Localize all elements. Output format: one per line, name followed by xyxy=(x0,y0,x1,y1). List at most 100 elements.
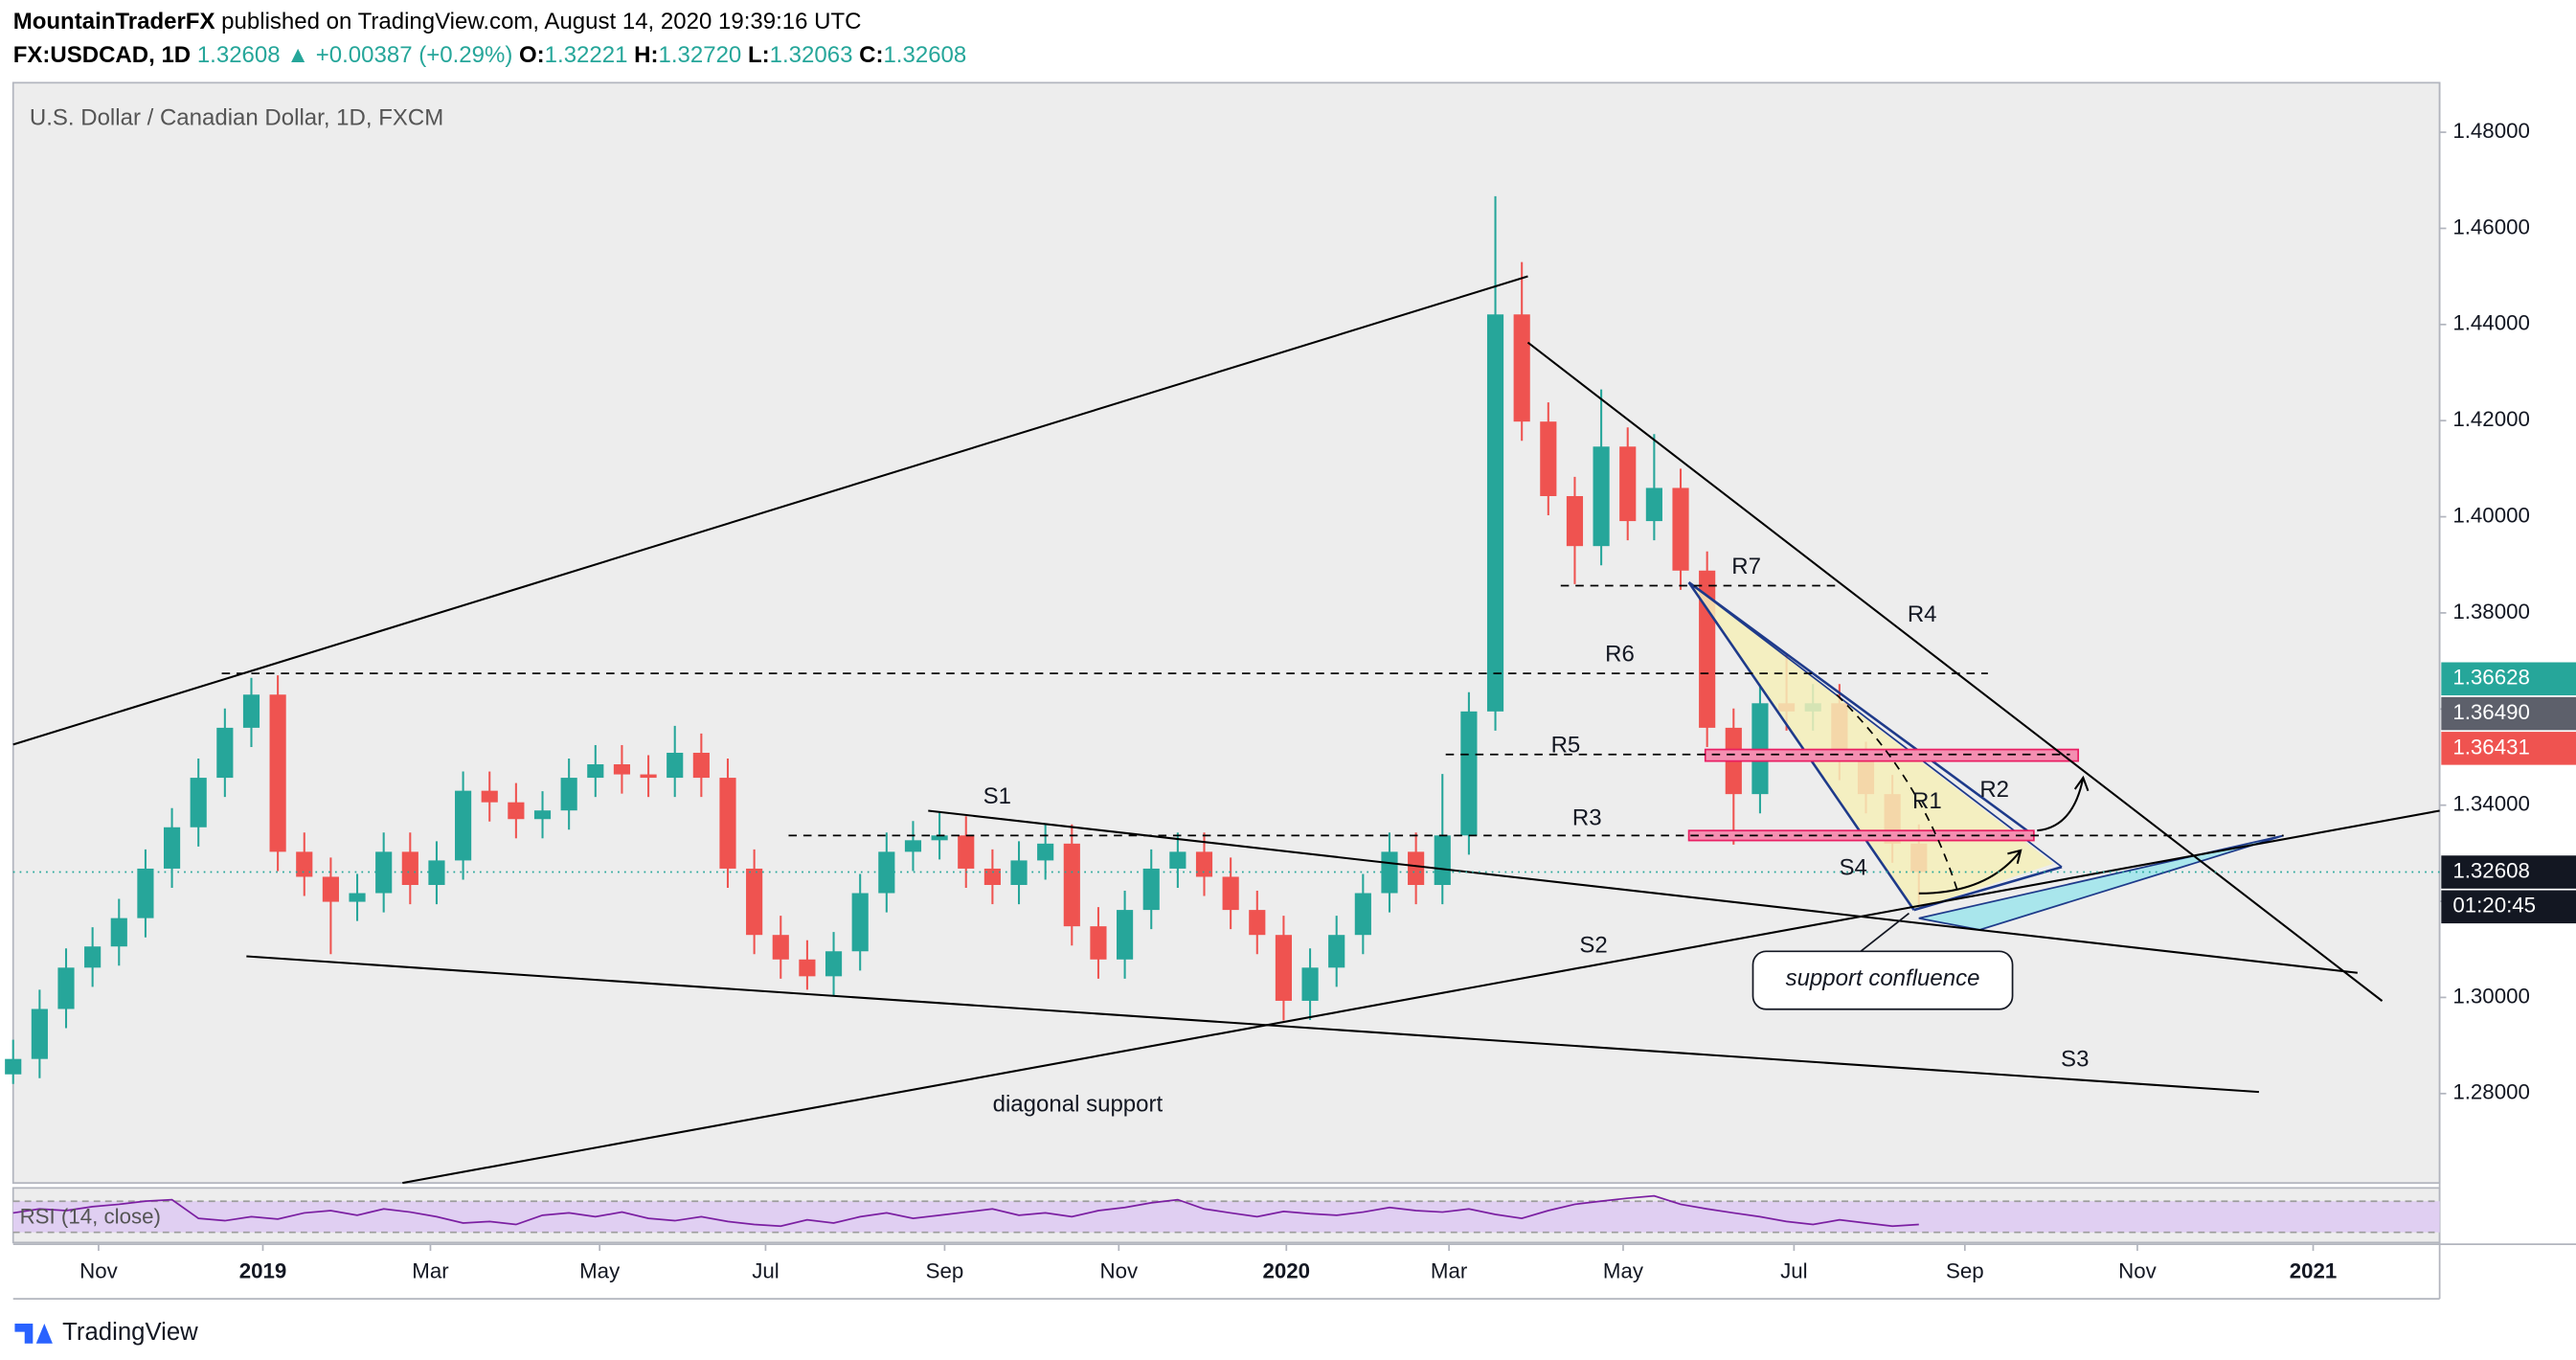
candle-body xyxy=(825,951,843,977)
l-label: L: xyxy=(748,42,770,68)
annotation: diagonal support xyxy=(993,1091,1164,1117)
price-badge-label: 1.36628 xyxy=(2452,666,2530,690)
header-line-1: MountainTraderFX published on TradingVie… xyxy=(13,9,862,34)
candle-body xyxy=(1672,487,1689,571)
candle-body xyxy=(1195,851,1213,877)
annotation: S1 xyxy=(983,783,1011,809)
candle-body xyxy=(1354,893,1371,936)
candle-body xyxy=(1566,495,1584,547)
candle-body xyxy=(613,764,631,775)
trendline-upper xyxy=(12,275,1528,746)
candle-body xyxy=(242,694,260,728)
candle-body xyxy=(904,840,922,852)
header-line-2: FX:USDCAD, 1D 1.32608 ▲ +0.00387 (+0.29%… xyxy=(13,42,967,68)
y-tick-label: 1.44000 xyxy=(2452,311,2530,335)
candle-body xyxy=(322,876,339,902)
candle-body xyxy=(1486,314,1504,712)
candle-body xyxy=(31,1009,48,1059)
chart-title: U.S. Dollar / Canadian Dollar, 1D, FXCM xyxy=(30,105,443,131)
candle-body xyxy=(269,694,286,852)
plot-area xyxy=(11,81,2441,1185)
candle-body xyxy=(1408,851,1425,885)
candle-body xyxy=(1593,446,1610,547)
candle-body xyxy=(137,868,154,918)
y-tick-label: 1.38000 xyxy=(2452,600,2530,623)
candle-body xyxy=(799,959,816,977)
y-tick-label: 1.46000 xyxy=(2452,215,2530,238)
candle-body xyxy=(455,790,472,861)
c: 1.32608 xyxy=(883,42,966,68)
price-badge xyxy=(2441,732,2576,765)
candle-body xyxy=(1142,868,1160,911)
o-label: O: xyxy=(519,42,545,68)
price-badge xyxy=(2441,855,2576,889)
annotation: R2 xyxy=(1979,777,2009,803)
candle-body xyxy=(1117,910,1134,960)
arrow-1 xyxy=(1918,849,2022,895)
candle-body xyxy=(1063,843,1080,927)
price-badge-label: 1.36490 xyxy=(2452,700,2530,724)
y-tick-label: 1.40000 xyxy=(2452,503,2530,527)
candle-body xyxy=(1090,926,1107,960)
candle-body xyxy=(878,851,895,894)
candle-body xyxy=(481,790,498,803)
candle-body xyxy=(692,752,710,779)
x-tick-label: Nov xyxy=(1099,1258,1138,1282)
y-tick-label: 1.42000 xyxy=(2452,407,2530,431)
candle-body xyxy=(296,851,313,877)
candle-body xyxy=(1460,711,1478,836)
x-tick-label: May xyxy=(1603,1258,1644,1282)
candle-body xyxy=(428,860,445,885)
candle-body xyxy=(1619,446,1637,522)
candle-body xyxy=(1301,967,1319,1001)
candle-body xyxy=(1275,935,1293,1001)
candle-body xyxy=(216,727,234,779)
x-tick-label: 2021 xyxy=(2290,1258,2338,1282)
y-tick-label: 1.28000 xyxy=(2452,1080,2530,1104)
candle-body xyxy=(746,868,763,936)
published: published on TradingView.com, August 14,… xyxy=(221,9,861,34)
annotation: S2 xyxy=(1579,932,1607,958)
x-tick-label: 2019 xyxy=(239,1258,287,1282)
candle-body xyxy=(349,893,366,902)
brand: TradingView xyxy=(62,1319,198,1346)
candle-body xyxy=(163,827,181,869)
candle-body xyxy=(1434,835,1451,885)
candle-body xyxy=(375,851,393,894)
x-tick-label: Jul xyxy=(1780,1258,1807,1282)
x-tick-label: Nov xyxy=(79,1258,118,1282)
candle-body xyxy=(667,752,684,779)
annotation: R5 xyxy=(1551,732,1581,758)
candle-body xyxy=(1222,876,1239,911)
change: ▲ +0.00387 (+0.29%) xyxy=(286,42,512,68)
annotation: S3 xyxy=(2061,1047,2089,1073)
x-tick-label: Jul xyxy=(752,1258,779,1282)
h-label: H: xyxy=(634,42,658,68)
annotation: R6 xyxy=(1605,641,1635,667)
candle-body xyxy=(508,802,525,820)
candles xyxy=(5,195,1928,1084)
annotation: support confluence xyxy=(1786,965,1980,991)
candle-body xyxy=(1513,314,1530,422)
price-badge-label: 1.32608 xyxy=(2452,858,2530,882)
candle-body xyxy=(1645,487,1662,522)
candle-body xyxy=(84,946,102,968)
wedge-fill xyxy=(1688,582,2054,911)
annotations: R7 R4 R6 R5 R3 R2 R1 S1 S4 S2 S3 diagona… xyxy=(983,554,2090,1118)
trendline-r4 xyxy=(1526,341,2384,1002)
candle-body xyxy=(190,778,207,827)
last: 1.32608 xyxy=(197,42,281,68)
candle-body xyxy=(931,835,948,841)
annotation: R3 xyxy=(1572,805,1602,830)
arrow-2 xyxy=(2037,775,2090,832)
candle-body xyxy=(587,764,604,779)
logo xyxy=(14,1323,53,1344)
candle-body xyxy=(1037,843,1054,861)
candle-body xyxy=(533,810,552,820)
author: MountainTraderFX xyxy=(13,9,215,34)
candle-body xyxy=(1381,851,1398,894)
wedge-mid xyxy=(1688,581,2063,868)
candle-body xyxy=(1540,421,1557,496)
countdown: 01:20:45 xyxy=(2452,894,2536,918)
